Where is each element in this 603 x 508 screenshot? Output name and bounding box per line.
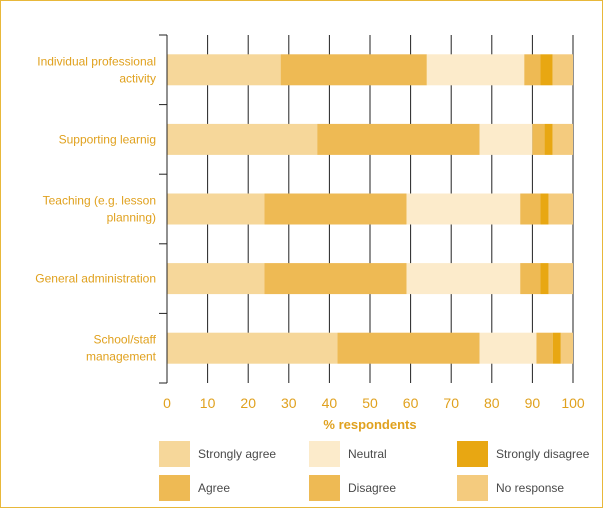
legend-label: Strongly agree xyxy=(198,447,276,461)
bar-segment xyxy=(524,54,541,86)
category-label: Individual professional xyxy=(37,54,156,68)
x-tick-label: 80 xyxy=(484,395,500,411)
x-tick-label: 100 xyxy=(561,395,585,411)
bar-segment xyxy=(317,123,480,155)
category-label: management xyxy=(86,350,157,364)
x-tick-label: 50 xyxy=(362,395,378,411)
bar-segment xyxy=(426,54,525,86)
x-tick-label: 10 xyxy=(200,395,216,411)
category-label: Supporting learnig xyxy=(59,132,156,146)
x-tick-label: 90 xyxy=(525,395,541,411)
x-tick-label: 70 xyxy=(443,395,459,411)
bar-segment xyxy=(536,332,553,364)
bar-segment xyxy=(264,263,407,295)
category-label: activity xyxy=(119,71,156,85)
legend-label: Neutral xyxy=(348,447,387,461)
bar-segment xyxy=(532,123,545,155)
x-tick-label: 20 xyxy=(240,395,256,411)
bar-segment xyxy=(560,332,573,364)
bar-segment xyxy=(167,263,265,295)
bar-segment xyxy=(540,263,549,295)
bar-segment xyxy=(540,54,553,86)
bar-segment xyxy=(548,193,573,225)
x-tick-label: 0 xyxy=(163,395,171,411)
category-label: Teaching (e.g. lesson xyxy=(43,194,156,208)
bar-segment xyxy=(544,123,553,155)
legend-label: Disagree xyxy=(348,481,396,495)
bar-segment xyxy=(406,193,521,225)
bar-segment xyxy=(552,332,561,364)
bar-segment xyxy=(552,123,573,155)
bar-segment xyxy=(540,193,549,225)
category-label: School/staff xyxy=(94,333,157,347)
bar-segment xyxy=(552,54,573,86)
bar-segment xyxy=(520,263,541,295)
legend-swatch xyxy=(159,475,190,501)
bar-segment xyxy=(548,263,573,295)
bar-segment xyxy=(406,263,521,295)
bar-segment xyxy=(167,332,338,364)
x-tick-label: 40 xyxy=(322,395,338,411)
bar-segment xyxy=(337,332,480,364)
x-tick-label: 30 xyxy=(281,395,297,411)
legend-label: Agree xyxy=(198,481,230,495)
bar-segment xyxy=(479,332,537,364)
bar-segment xyxy=(167,54,281,86)
legend-label: Strongly disagree xyxy=(496,447,590,461)
legend-swatch xyxy=(309,475,340,501)
category-label: General administration xyxy=(35,272,156,286)
legend-swatch xyxy=(159,441,190,467)
x-axis-label: % respondents xyxy=(323,417,416,432)
bar-segment xyxy=(167,193,265,225)
bar-segment xyxy=(520,193,541,225)
legend-swatch xyxy=(457,475,488,501)
bar-segment xyxy=(479,123,533,155)
legend-swatch xyxy=(457,441,488,467)
bar-segment xyxy=(264,193,407,225)
x-tick-label: 60 xyxy=(403,395,419,411)
legend-label: No response xyxy=(496,481,564,495)
bar-segment xyxy=(167,123,318,155)
legend-swatch xyxy=(309,441,340,467)
category-label: planning) xyxy=(107,211,156,225)
bar-segment xyxy=(280,54,427,86)
